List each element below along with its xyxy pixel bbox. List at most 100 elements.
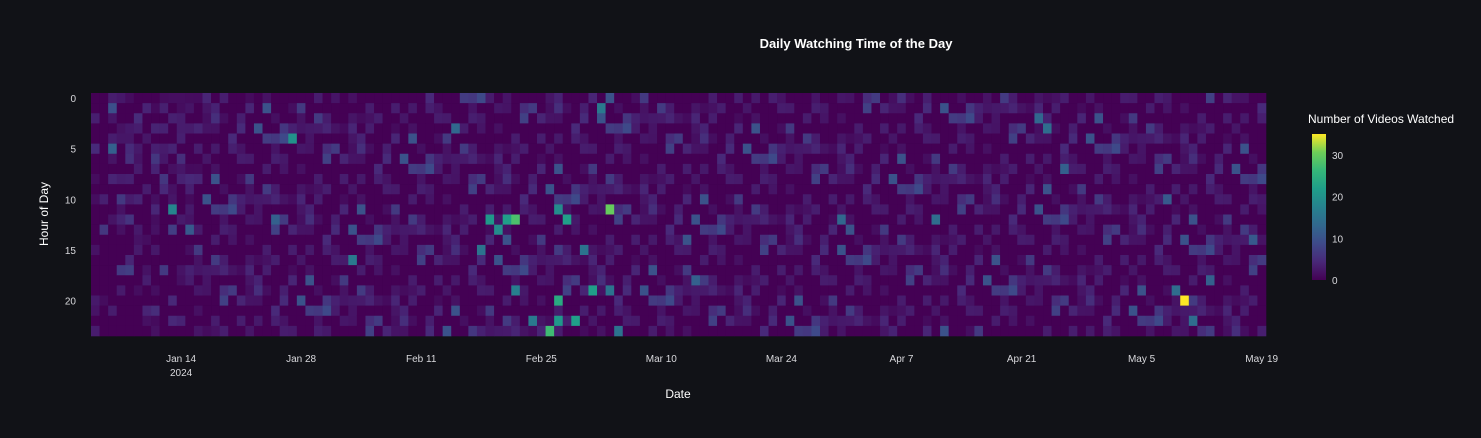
heatmap-cell	[897, 244, 907, 256]
heatmap-cell	[399, 133, 409, 144]
heatmap-cell	[597, 184, 606, 195]
heatmap-cell	[571, 265, 581, 276]
heatmap-cell	[176, 285, 186, 296]
heatmap-cell	[1214, 194, 1224, 205]
heatmap-cell	[339, 275, 349, 286]
heatmap-cell	[991, 93, 1001, 104]
heatmap-cell	[759, 275, 769, 286]
heatmap-cell	[116, 315, 126, 327]
heatmap-cell	[399, 163, 409, 175]
heatmap-cell	[1223, 103, 1232, 114]
heatmap-cell	[631, 325, 641, 337]
heatmap-cell	[1188, 153, 1198, 165]
heatmap-cell	[1128, 194, 1138, 205]
heatmap-cell	[1145, 194, 1155, 205]
heatmap-cell	[1223, 184, 1232, 195]
heatmap-cell	[339, 255, 349, 266]
heatmap-cell	[571, 295, 581, 306]
heatmap-cell	[211, 224, 220, 236]
heatmap-cell	[845, 163, 855, 175]
heatmap-cell	[1077, 194, 1087, 205]
heatmap-cell	[639, 315, 649, 327]
heatmap-cell	[1103, 315, 1112, 327]
heatmap-cell	[1257, 275, 1267, 286]
heatmap-cell	[1111, 315, 1121, 327]
heatmap-cell	[811, 234, 821, 246]
heatmap-cell	[1248, 93, 1258, 104]
heatmap-cell	[639, 244, 649, 256]
heatmap-cell	[391, 194, 401, 205]
heatmap-cell	[837, 123, 847, 134]
heatmap-cell	[1068, 315, 1078, 327]
heatmap-cell	[459, 234, 469, 246]
heatmap-cell	[708, 163, 718, 175]
heatmap-cell	[691, 295, 701, 306]
heatmap-cell	[622, 194, 632, 205]
heatmap-cell	[1231, 194, 1241, 205]
heatmap-cell	[837, 153, 847, 165]
heatmap-cell	[965, 123, 975, 134]
heatmap-cell	[382, 163, 392, 175]
heatmap-cell	[708, 153, 718, 165]
heatmap-cell	[1060, 184, 1070, 195]
heatmap-cell	[476, 204, 486, 215]
heatmap-cell	[391, 234, 401, 246]
heatmap-cell	[1257, 123, 1267, 134]
heatmap-cell	[442, 305, 452, 317]
heatmap-cell	[91, 174, 100, 185]
heatmap-cell	[408, 315, 418, 327]
heatmap-cell	[802, 113, 812, 124]
heatmap-cell	[408, 153, 418, 165]
heatmap-cell	[708, 214, 718, 225]
heatmap-cell	[802, 123, 812, 134]
heatmap-cell	[279, 295, 289, 306]
heatmap-cell	[657, 244, 666, 256]
heatmap-cell	[605, 265, 615, 276]
heatmap-cell	[279, 255, 289, 266]
heatmap-cell	[1188, 204, 1198, 215]
heatmap-cell	[1145, 143, 1155, 155]
heatmap-cell	[485, 275, 495, 286]
heatmap-cell	[331, 255, 341, 266]
heatmap-cell	[854, 93, 864, 104]
heatmap-cell	[1077, 224, 1087, 236]
heatmap-cell	[151, 123, 160, 134]
heatmap-cell	[1223, 163, 1232, 175]
heatmap-cell	[811, 214, 821, 225]
heatmap-cell	[717, 174, 726, 185]
heatmap-cell	[871, 184, 881, 195]
heatmap-cell	[562, 123, 572, 134]
heatmap-cell	[605, 174, 615, 185]
heatmap-cell	[399, 204, 409, 215]
heatmap-cell	[142, 234, 152, 246]
heatmap-cell	[811, 194, 821, 205]
heatmap-cell	[605, 234, 615, 246]
heatmap-cell	[811, 295, 821, 306]
heatmap-cell	[554, 325, 564, 337]
heatmap-cell	[288, 234, 298, 246]
heatmap-cell	[1103, 265, 1112, 276]
heatmap-cell	[1128, 244, 1138, 256]
heatmap-cell	[991, 275, 1001, 286]
heatmap-cell	[425, 174, 435, 185]
heatmap-cell	[605, 305, 615, 317]
heatmap-cell	[142, 123, 152, 134]
heatmap-cell	[176, 184, 186, 195]
heatmap-cell	[802, 244, 812, 256]
heatmap-cell	[845, 204, 855, 215]
heatmap-cell	[862, 325, 872, 337]
heatmap-cell	[639, 163, 649, 175]
heatmap-cell	[1154, 194, 1164, 205]
heatmap-cell	[296, 265, 306, 276]
heatmap-cell	[588, 275, 598, 286]
heatmap-cell	[536, 204, 546, 215]
heatmap-cell	[1205, 163, 1215, 175]
heatmap-cell	[236, 103, 246, 114]
heatmap-cell	[1188, 93, 1198, 104]
heatmap-cell	[828, 194, 838, 205]
heatmap-cell	[845, 224, 855, 236]
heatmap-cell	[897, 123, 907, 134]
heatmap-cell	[202, 325, 212, 337]
heatmap-cell	[1231, 133, 1241, 144]
heatmap-cell	[425, 204, 435, 215]
